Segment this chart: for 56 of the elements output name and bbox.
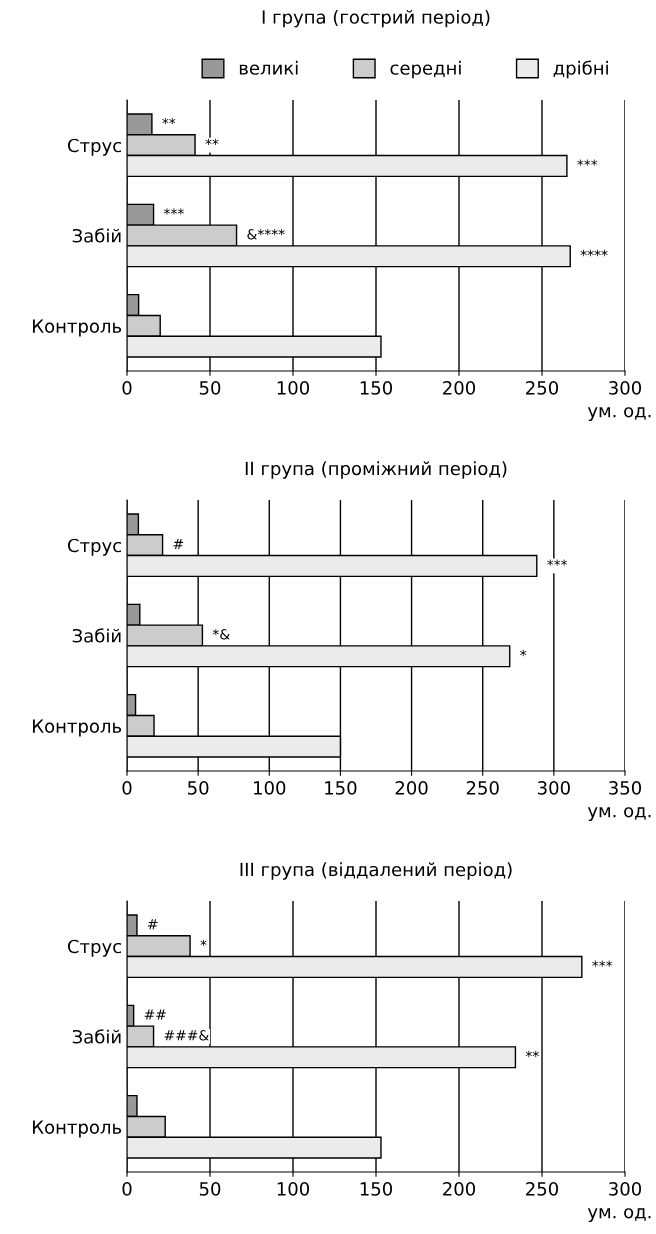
x-tick-label: 100 (254, 781, 286, 795)
x-tick-label: 0 (122, 381, 132, 395)
y-tick-label: Струс (67, 138, 122, 156)
legend-label: дрібні (553, 60, 608, 79)
x-tick-label: 300 (609, 1182, 642, 1196)
data-label: &**** (247, 229, 285, 240)
legend-label: середні (390, 60, 461, 79)
x-tick-label: 50 (188, 781, 209, 795)
data-label: *** (577, 159, 598, 166)
data-label: *** (592, 960, 613, 967)
x-tick-label: 200 (443, 1182, 476, 1196)
data-label: * (200, 939, 207, 947)
y-tick-label: Контроль (33, 319, 122, 337)
x-tick-label: 200 (395, 781, 428, 795)
x-axis-title: ум. од. (587, 807, 651, 821)
y-tick-label: Струс (67, 939, 122, 957)
data-label: ## (144, 1009, 166, 1020)
x-tick-label: 100 (277, 1182, 310, 1196)
x-tick-label: 100 (277, 381, 310, 395)
data-label: * (520, 649, 527, 657)
y-tick-label: Забій (72, 628, 121, 643)
data-label: ** (525, 1050, 539, 1058)
x-tick-label: 300 (609, 381, 642, 395)
data-label: ** (162, 117, 176, 125)
x-tick-label: 0 (122, 781, 132, 795)
x-tick-label: 250 (466, 781, 499, 795)
legend-label: великі (239, 60, 298, 75)
x-tick-label: 250 (526, 381, 559, 395)
data-label: *** (163, 208, 184, 215)
y-tick-label: Забій (72, 228, 121, 243)
y-tick-label: Контроль (33, 1120, 122, 1138)
x-tick-label: 200 (443, 381, 476, 395)
y-tick-label: Струс (67, 538, 122, 556)
x-tick-label: 0 (122, 1182, 132, 1196)
x-axis-title: ум. од. (587, 407, 651, 421)
x-tick-label: 150 (325, 781, 357, 795)
data-label: **** (580, 249, 608, 257)
data-label: # (173, 539, 184, 549)
data-label: ** (205, 138, 219, 146)
x-tick-label: 150 (360, 1182, 393, 1196)
x-axis-title: ум. од. (587, 1208, 651, 1222)
data-label: *** (547, 559, 568, 566)
y-tick-label: Контроль (33, 719, 122, 737)
x-tick-label: 350 (609, 781, 642, 795)
x-tick-label: 300 (538, 781, 570, 795)
y-tick-label: Забій (72, 1029, 121, 1044)
x-tick-label: 50 (199, 1182, 221, 1196)
data-label: ###& (164, 1030, 209, 1041)
x-tick-label: 150 (360, 381, 393, 395)
data-label: # (147, 919, 158, 930)
chart-title: III група (віддалений період) (240, 862, 512, 880)
x-tick-label: 50 (199, 381, 221, 395)
x-tick-label: 250 (526, 1182, 559, 1196)
chart-title: II група (проміжний період) (245, 461, 507, 479)
chart-title: I група (гострий період) (262, 9, 490, 28)
data-label: *& (212, 629, 230, 640)
